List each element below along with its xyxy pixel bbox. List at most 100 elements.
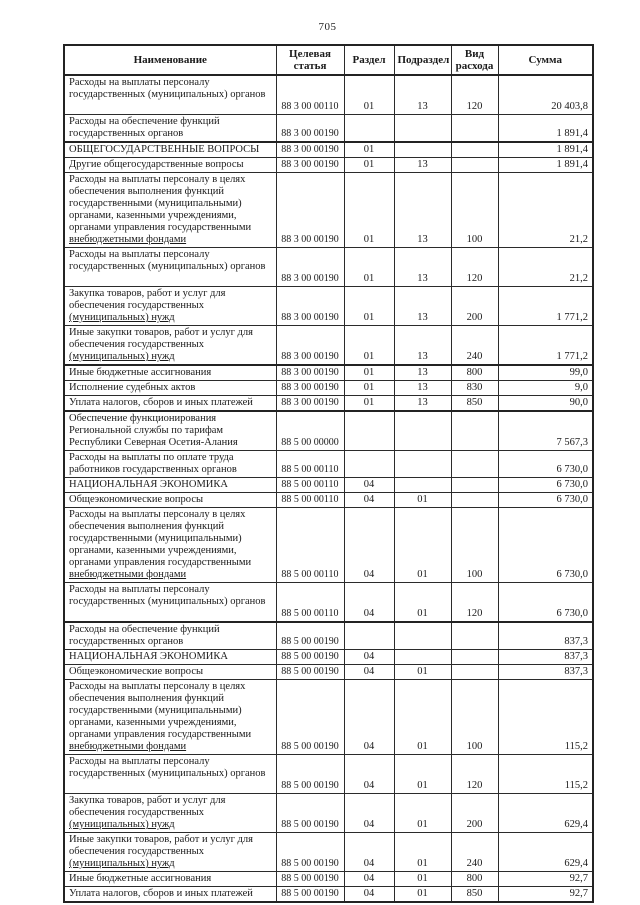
name-line: внебюджетными фондами bbox=[69, 234, 187, 245]
name-line: (муниципальных) нужд bbox=[69, 312, 175, 323]
name-line: внебюджетными фондами bbox=[69, 569, 187, 580]
vid-cell bbox=[450, 114, 499, 143]
summa-cell: 1 771,2 bbox=[497, 325, 594, 366]
code-cell: 88 5 00 00190 bbox=[275, 679, 345, 755]
razdel-cell: 04 bbox=[343, 679, 395, 755]
name-cell: Расходы на обеспечение функций государст… bbox=[63, 114, 277, 143]
podrazdel-cell bbox=[393, 649, 452, 665]
summa-cell: 6 730,0 bbox=[497, 507, 594, 583]
vid-cell: 850 bbox=[450, 886, 499, 903]
name-line: Расходы на выплаты персоналу в целях bbox=[69, 509, 246, 520]
name-cell: Расходы на выплаты персоналу в целях обе… bbox=[63, 507, 277, 583]
code-cell: 88 5 00 00190 bbox=[275, 793, 345, 833]
razdel-cell: 01 bbox=[343, 247, 395, 287]
name-line: Общеэкономические вопросы bbox=[69, 666, 204, 677]
name-line: (муниципальных) нужд bbox=[69, 858, 175, 869]
name-line: Иные бюджетные ассигнования bbox=[69, 367, 212, 378]
razdel-cell: 01 bbox=[343, 380, 395, 396]
vid-cell bbox=[450, 664, 499, 680]
vid-cell bbox=[450, 157, 499, 173]
name-line: Уплата налогов, сборов и иных платежей bbox=[69, 397, 253, 408]
name-cell: Закупка товаров, работ и услуг для обесп… bbox=[63, 793, 277, 833]
summa-cell: 837,3 bbox=[497, 621, 594, 650]
table-header: Наименование Целевая статья Раздел Подразде… bbox=[63, 44, 594, 76]
summa-cell: 20 403,8 bbox=[497, 74, 594, 115]
vid-cell bbox=[450, 141, 499, 158]
table-row: Уплата налогов, сборов и иных платежей 88… bbox=[63, 886, 594, 903]
summa-cell: 1 771,2 bbox=[497, 286, 594, 326]
code-cell: 88 3 00 00190 bbox=[275, 157, 345, 173]
code-cell: 88 5 00 00110 bbox=[275, 477, 345, 493]
code-cell: 88 5 00 00190 bbox=[275, 754, 345, 794]
name-line: Другие общегосударственные вопросы bbox=[69, 159, 244, 170]
name-line: обеспечения государственных bbox=[69, 339, 204, 350]
name-line: государственными (муниципальными) bbox=[69, 705, 242, 716]
name-cell: Расходы на выплаты персоналу в целях обе… bbox=[63, 679, 277, 755]
name-line: Иные закупки товаров, работ и услуг для bbox=[69, 834, 253, 845]
name-cell: Иные закупки товаров, работ и услуг для … bbox=[63, 832, 277, 872]
name-line: Уплата налогов, сборов и иных платежей bbox=[69, 888, 253, 899]
name-cell: Расходы на выплаты персоналу государстве… bbox=[63, 247, 277, 287]
podrazdel-cell: 13 bbox=[393, 325, 452, 366]
name-line: государственными (муниципальными) bbox=[69, 198, 242, 209]
vid-cell: 120 bbox=[450, 74, 499, 115]
podrazdel-cell bbox=[393, 114, 452, 143]
vid-cell bbox=[450, 492, 499, 508]
razdel-cell: 01 bbox=[343, 325, 395, 366]
name-line: обеспечения государственных bbox=[69, 846, 204, 857]
name-line: Расходы на выплаты персоналу bbox=[69, 584, 210, 595]
podrazdel-cell: 13 bbox=[393, 157, 452, 173]
code-cell: 88 3 00 00190 bbox=[275, 380, 345, 396]
summa-cell: 6 730,0 bbox=[497, 450, 594, 478]
name-line: Закупка товаров, работ и услуг для bbox=[69, 288, 226, 299]
name-line: Расходы на выплаты персоналу в целях bbox=[69, 681, 246, 692]
razdel-cell: 04 bbox=[343, 664, 395, 680]
vid-cell bbox=[450, 477, 499, 493]
code-cell: 88 5 00 00110 bbox=[275, 507, 345, 583]
name-line: государственных (муниципальных) органов bbox=[69, 596, 266, 607]
name-line: Расходы на выплаты персоналу bbox=[69, 249, 210, 260]
summa-cell: 1 891,4 bbox=[497, 157, 594, 173]
summa-cell: 629,4 bbox=[497, 793, 594, 833]
razdel-cell: 04 bbox=[343, 754, 395, 794]
podrazdel-cell: 13 bbox=[393, 172, 452, 248]
vid-cell: 200 bbox=[450, 793, 499, 833]
podrazdel-cell bbox=[393, 621, 452, 650]
podrazdel-cell bbox=[393, 141, 452, 158]
vid-cell: 240 bbox=[450, 832, 499, 872]
razdel-cell: 01 bbox=[343, 141, 395, 158]
podrazdel-cell bbox=[393, 410, 452, 451]
razdel-cell: 04 bbox=[343, 507, 395, 583]
name-cell: Общеэкономические вопросы bbox=[63, 664, 277, 680]
table-row: Закупка товаров, работ и услуг для обесп… bbox=[63, 793, 594, 833]
razdel-cell: 04 bbox=[343, 793, 395, 833]
vid-cell: 800 bbox=[450, 871, 499, 887]
name-line: органами, казенными учреждениями, bbox=[69, 210, 237, 221]
name-cell: НАЦИОНАЛЬНАЯ ЭКОНОМИКА bbox=[63, 649, 277, 665]
table-row: Уплата налогов, сборов и иных платежей 88… bbox=[63, 395, 594, 412]
razdel-cell: 01 bbox=[343, 74, 395, 115]
podrazdel-cell: 01 bbox=[393, 679, 452, 755]
razdel-cell: 04 bbox=[343, 886, 395, 903]
table-row: НАЦИОНАЛЬНАЯ ЭКОНОМИКА 88 5 00 00110 04 6 7… bbox=[63, 477, 594, 493]
name-line: государственных органов bbox=[69, 128, 184, 139]
name-line: органами управления государственными bbox=[69, 557, 252, 568]
name-line: обеспечения выполнения функций bbox=[69, 693, 225, 704]
column-header-summa: Сумма bbox=[497, 44, 594, 76]
table-row: Расходы на обеспечение функций государст… bbox=[63, 114, 594, 143]
summa-cell: 6 730,0 bbox=[497, 492, 594, 508]
code-cell: 88 5 00 00190 bbox=[275, 871, 345, 887]
vid-cell: 100 bbox=[450, 507, 499, 583]
column-header-razdel: Раздел bbox=[343, 44, 395, 76]
name-line: Расходы на обеспечение функций bbox=[69, 624, 220, 635]
table-row: Другие общегосударственные вопросы 88 3 0… bbox=[63, 157, 594, 173]
name-line: органами, казенными учреждениями, bbox=[69, 717, 237, 728]
name-line: государственными (муниципальными) bbox=[69, 533, 242, 544]
column-header-name: Наименование bbox=[63, 44, 277, 76]
vid-cell: 100 bbox=[450, 172, 499, 248]
vid-cell: 850 bbox=[450, 395, 499, 412]
table-row: Расходы на выплаты персоналу в целях обе… bbox=[63, 507, 594, 583]
name-line: Региональной службы по тарифам bbox=[69, 425, 224, 436]
name-line: государственных (муниципальных) органов bbox=[69, 89, 266, 100]
